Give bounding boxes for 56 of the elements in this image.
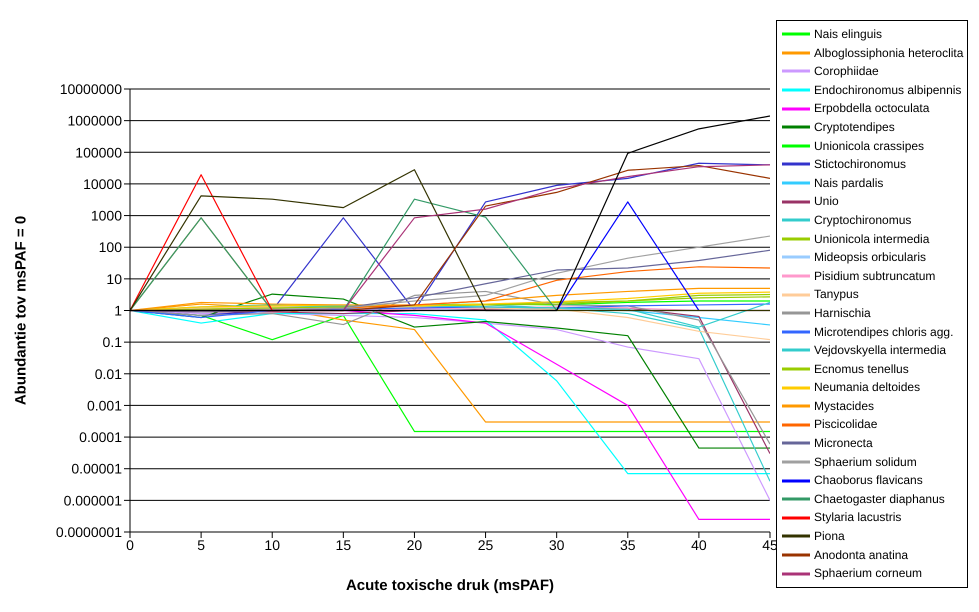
legend-label: Stylaria lacustris: [814, 509, 902, 526]
legend-label: Sphaerium corneum: [814, 565, 922, 582]
legend-label: Erpobdella octoculata: [814, 100, 930, 118]
x-tick-label: 20: [406, 536, 422, 553]
legend-label: Micronecta: [814, 435, 873, 452]
legend-label: Chaetogaster diaphanus: [814, 490, 945, 508]
legend-label: Endochironomus albipennis: [814, 82, 962, 99]
y-tick-label: 100: [98, 239, 122, 256]
y-tick-label: 0.01: [94, 366, 122, 382]
x-tick-label: 30: [548, 536, 565, 553]
legend-label: Chaoborus flavicans: [814, 472, 923, 490]
y-tick-label: 10: [106, 270, 122, 287]
legend-label: Alboglossiphonia heteroclita: [814, 44, 964, 62]
x-tick-label: 25: [478, 536, 494, 553]
legend-label: Cryptochironomus: [814, 212, 912, 229]
y-tick-label: 10000: [83, 176, 122, 192]
legend-label: Nais elinguis: [814, 26, 882, 43]
legend-label: Cryptotendipes: [814, 118, 895, 136]
y-tick-label: 0.00001: [71, 460, 122, 477]
y-tick-label: 0.1: [102, 334, 122, 350]
legend-label: Harnischia: [814, 304, 871, 322]
y-tick-label: 0.001: [86, 397, 122, 414]
x-tick-label: 10: [264, 536, 280, 553]
x-axis-title: Acute toxische druk (msPAF): [346, 577, 554, 594]
y-tick-label: 100000: [75, 144, 122, 160]
y-tick-label: 1000: [90, 208, 122, 224]
legend-label: Anodonta anatina: [814, 546, 908, 564]
legend-label: Nais pardalis: [814, 174, 884, 192]
x-tick-label: 15: [336, 536, 352, 553]
legend-label: Mystacides: [814, 398, 874, 415]
y-tick-label: 1: [114, 302, 122, 318]
legend-label: Tanypus: [814, 286, 859, 304]
y-axis-title: Abundantie tov msPAF = 0: [12, 216, 30, 406]
legend-label: Vejdovskyella intermedia: [814, 342, 946, 360]
legend-label: Stictochironomus: [814, 156, 906, 174]
legend-label: Unionicola crassipes: [814, 138, 924, 155]
legend-label: Microtendipes chloris agg.: [814, 324, 954, 340]
y-tick-label: 0.0001: [79, 429, 122, 446]
legend-label: Piona: [814, 528, 845, 546]
legend-label: Mideopsis orbicularis: [814, 249, 926, 266]
y-tick-label: 0.0000001: [56, 524, 122, 540]
legend-label: Sphaerium solidum: [814, 454, 917, 471]
legend-label: Corophiidae: [814, 63, 879, 80]
x-tick-label: 35: [620, 536, 636, 553]
x-tick-label: 0: [126, 536, 134, 553]
y-tick-label: 1000000: [67, 112, 122, 129]
y-tick-label: 0.000001: [64, 492, 122, 508]
legend-label: Piscicolidae: [814, 416, 878, 434]
legend-label: Ecnomus tenellus: [814, 360, 909, 378]
legend-label: Unionicola intermedia: [814, 230, 930, 248]
x-tick-label: 5: [197, 536, 206, 553]
legend-label: Neumania deltoides: [814, 379, 920, 396]
y-tick-label: 10000000: [60, 80, 122, 97]
x-tick-label: 40: [691, 536, 707, 553]
legend-label: Unio: [814, 193, 839, 210]
legend-label: Pisidium subtruncatum: [814, 268, 936, 285]
